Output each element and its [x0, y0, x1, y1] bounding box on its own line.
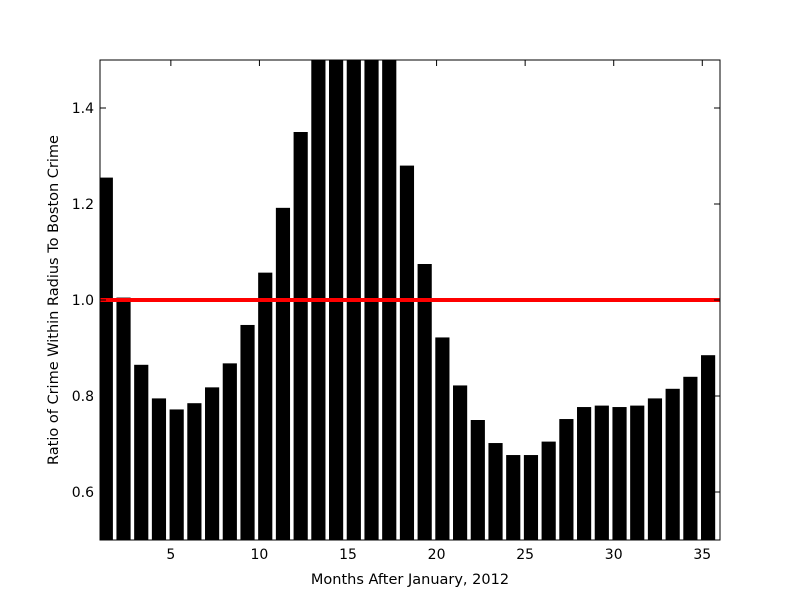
- bar: [523, 455, 539, 540]
- bar: [329, 60, 344, 540]
- bar: [346, 60, 361, 540]
- bar: [134, 364, 149, 540]
- y-tick-label: 0.6: [72, 485, 94, 501]
- bar: [311, 60, 326, 540]
- bar: [205, 387, 220, 540]
- x-tick-label: 30: [605, 547, 623, 563]
- bar: [453, 385, 468, 540]
- x-tick-label: 5: [166, 547, 175, 563]
- bar: [399, 165, 415, 540]
- bar: [612, 407, 627, 540]
- bar: [541, 441, 556, 540]
- bar: [151, 398, 167, 540]
- bar: [701, 355, 716, 540]
- y-tick-label: 1.2: [72, 197, 94, 213]
- bar: [470, 420, 485, 540]
- y-axis-label: Ratio of Crime Within Radius To Boston C…: [46, 135, 62, 465]
- bar: [364, 60, 379, 540]
- bar: [577, 407, 592, 540]
- bar: [116, 297, 131, 540]
- x-tick-label: 25: [516, 547, 534, 563]
- x-axis-label: Months After January, 2012: [311, 572, 509, 588]
- bar: [559, 419, 574, 540]
- bar: [382, 60, 397, 540]
- bar: [683, 376, 698, 540]
- bar: [417, 264, 432, 540]
- x-tick-label: 20: [428, 547, 446, 563]
- bar: [594, 405, 609, 540]
- x-tick-label: 10: [251, 547, 269, 563]
- bar: [222, 363, 237, 540]
- bar: [240, 324, 255, 540]
- bar: [100, 177, 113, 540]
- y-tick-label: 0.8: [72, 389, 94, 405]
- bar: [258, 272, 273, 540]
- bar: [187, 403, 202, 540]
- bar: [665, 388, 680, 540]
- x-tick-label: 15: [339, 547, 357, 563]
- x-tick-label: 35: [693, 547, 711, 563]
- bar: [169, 409, 184, 540]
- x-axis: 5 10 15 20 25 30 35: [166, 60, 711, 563]
- bar: [647, 398, 663, 540]
- bar: [435, 337, 450, 540]
- y-tick-label: 1.4: [72, 101, 94, 117]
- y-axis: 0.6 0.8 1.0 1.2 1.4: [72, 101, 720, 501]
- bars-group: [100, 60, 716, 540]
- bar: [488, 443, 503, 540]
- bar: [506, 455, 521, 540]
- y-tick-label: 1.0: [72, 293, 94, 309]
- bar: [275, 207, 291, 540]
- bar: [630, 405, 645, 540]
- bar: [293, 132, 308, 540]
